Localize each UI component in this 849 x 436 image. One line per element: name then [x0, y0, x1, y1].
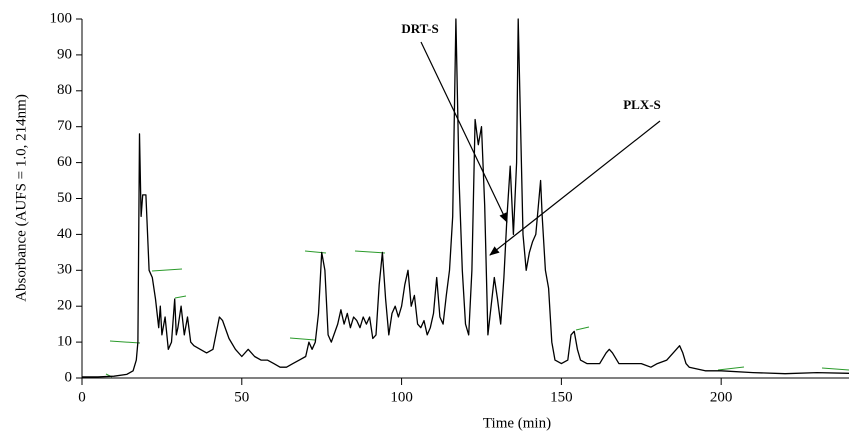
x-tick-label: 50 [234, 389, 249, 405]
x-tick-label: 200 [710, 389, 733, 405]
y-tick-label: 90 [57, 46, 72, 62]
trace [82, 18, 849, 378]
baseline-marks [105, 250, 849, 378]
annotation: DRT-S [401, 21, 438, 36]
x-tick-label: 150 [550, 389, 573, 405]
x-axis-label: Time (min) [483, 415, 551, 431]
annotation-arrow [489, 120, 661, 256]
y-tick-label: 0 [65, 369, 73, 385]
annotation: PLX-S [623, 97, 661, 112]
y-tick-label: 70 [57, 118, 72, 134]
y-axis-label: Absorbance (AUFS = 1.0, 214nm) [13, 94, 29, 302]
x-tick-label: 100 [390, 389, 413, 405]
y-tick-label: 40 [57, 226, 72, 242]
y-tick-label: 30 [57, 262, 72, 278]
y-tick-label: 100 [50, 10, 73, 26]
y-tick-label: 20 [57, 298, 72, 314]
y-tick-label: 80 [57, 82, 72, 98]
x-tick-label: 0 [78, 389, 86, 405]
y-tick-label: 60 [57, 154, 72, 170]
y-tick-label: 50 [57, 190, 72, 206]
annotation-arrow [420, 41, 508, 223]
y-tick-label: 10 [57, 334, 72, 350]
